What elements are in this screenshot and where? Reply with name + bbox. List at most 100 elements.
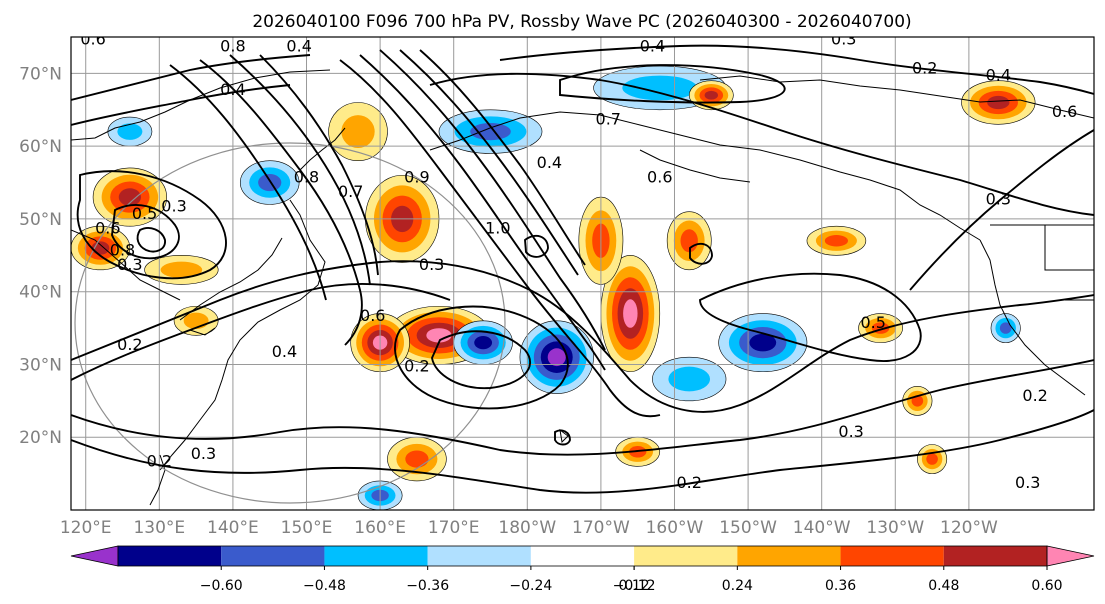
contour-label-1: 0.8 bbox=[220, 37, 245, 56]
contour-label-30: 0.2 bbox=[676, 473, 701, 492]
pv-contour-cutoff-low-inner bbox=[431, 330, 532, 390]
pv-contour-0.4-mid bbox=[71, 260, 1094, 413]
anomaly-2 bbox=[144, 255, 219, 285]
anomaly-20 bbox=[666, 211, 712, 271]
colorbar-extend-high bbox=[1046, 545, 1095, 567]
anomaly-28-level-1 bbox=[668, 366, 711, 392]
contour-label-31: 0.2 bbox=[147, 451, 172, 470]
pv-contour-ridge-mid bbox=[229, 54, 371, 286]
contour-label-4: 0.3 bbox=[161, 197, 186, 216]
contour-labels: 0.6 0.8 0.40.40.30.50.60.80.80.70.30.2 0.40… bbox=[80, 29, 1077, 492]
contour-label-33: 0.4 bbox=[537, 153, 562, 172]
longitude-labels: 120°E 130°E 140°E 150°E 160°E 170°E 180°W 170°W… bbox=[60, 518, 998, 538]
colorbar-label-1: −0.48 bbox=[303, 578, 346, 594]
contour-label-19: 0.4 bbox=[640, 37, 665, 56]
contour-label-11: 0.2 bbox=[117, 335, 142, 354]
coastline-japan bbox=[179, 237, 283, 336]
colorbar-segment-0 bbox=[118, 546, 222, 566]
contour-label-3: 0.4 bbox=[220, 80, 245, 99]
colorbar-label-6: 0.24 bbox=[722, 578, 753, 594]
pv-contour-0.9-trough bbox=[399, 49, 579, 276]
colorbar-segment-3 bbox=[427, 546, 531, 566]
pv-contour-0.3-south bbox=[71, 359, 1094, 456]
anomaly-25-level-2 bbox=[926, 453, 938, 465]
latitude-labels: 70°N 60°N 50°N 40°N 30°N 20°N bbox=[19, 64, 62, 448]
pv-contour-small-low bbox=[524, 234, 549, 258]
coastline-asia bbox=[71, 69, 346, 471]
coastlines bbox=[71, 69, 1094, 506]
contour-label-23: 0.4 bbox=[986, 66, 1011, 85]
anomaly-28 bbox=[652, 356, 727, 402]
lon-label-2: 140°E bbox=[207, 518, 259, 538]
colorbar-frame bbox=[117, 545, 1048, 567]
colorbar-extend-low bbox=[70, 545, 119, 567]
colorbar-segment-7 bbox=[840, 546, 944, 566]
pv-contour-0.2-south bbox=[71, 409, 1094, 494]
contour-label-25: 0.3 bbox=[986, 189, 1011, 208]
lat-label-3: 40°N bbox=[19, 283, 62, 303]
colorbar-segment-6 bbox=[737, 546, 841, 566]
pv-contour-west-low-core bbox=[136, 227, 166, 253]
contour-label-13: 0.6 bbox=[360, 306, 385, 325]
pv-contour-0.4-north bbox=[499, 44, 1094, 95]
contour-label-14: 0.2 bbox=[404, 357, 429, 376]
lon-label-6: 180°W bbox=[498, 518, 556, 538]
lon-label-4: 160°E bbox=[354, 518, 406, 538]
pv-contour-northwest bbox=[71, 54, 311, 101]
pv-contour-small-circle-2 bbox=[689, 242, 713, 265]
anomaly-0 bbox=[92, 167, 167, 227]
lon-label-8: 160°W bbox=[646, 518, 704, 538]
pv-contour-small-circle-1 bbox=[554, 429, 571, 446]
lat-label-4: 30°N bbox=[19, 355, 62, 375]
colorbar-label-5: 0.12 bbox=[619, 578, 650, 594]
contour-label-6: 0.6 bbox=[95, 218, 120, 237]
pv-contour-0.5-east bbox=[699, 272, 922, 362]
contour-label-12: 0.4 bbox=[272, 342, 297, 361]
colorbar-label-0: −0.60 bbox=[200, 578, 243, 594]
pv-contour-west-low-inner bbox=[111, 204, 180, 260]
contour-label-26: 0.5 bbox=[860, 313, 885, 332]
pv-contour-arctic-loop bbox=[559, 64, 786, 104]
pv-contour-ridge-outer bbox=[169, 64, 327, 301]
lat-label-1: 60°N bbox=[19, 137, 62, 157]
anomaly-21 bbox=[990, 313, 1021, 343]
pv-contours bbox=[71, 44, 1094, 494]
pv-contour-0.6-trough bbox=[339, 59, 661, 418]
lon-label-10: 140°W bbox=[793, 518, 851, 538]
map-projection-outline bbox=[74, 142, 506, 504]
lon-label-5: 170°E bbox=[428, 518, 480, 538]
contour-label-0: 0.6 bbox=[80, 29, 105, 48]
contour-label-8: 0.8 bbox=[294, 168, 319, 187]
anomaly-shading bbox=[71, 65, 1036, 510]
contour-label-16: 0.3 bbox=[419, 255, 444, 274]
contour-label-17: 1.0 bbox=[485, 218, 510, 237]
contour-label-28: 0.2 bbox=[1022, 386, 1047, 405]
lon-label-3: 150°E bbox=[281, 518, 333, 538]
pv-contour-ridge-west bbox=[199, 59, 363, 346]
lat-label-0: 70°N bbox=[19, 64, 62, 84]
lon-label-0: 120°E bbox=[60, 518, 112, 538]
colorbar-label-8: 0.48 bbox=[928, 578, 959, 594]
colorbar-label-4: −0.12 bbox=[613, 578, 656, 594]
contour-label-18: 0.7 bbox=[596, 109, 621, 128]
anomaly-4-level-2 bbox=[258, 173, 282, 192]
lon-label-9: 150°W bbox=[719, 518, 777, 538]
anomaly-11 bbox=[519, 320, 594, 394]
pv-contour-northwest-2 bbox=[71, 84, 291, 126]
contour-label-24: 0.6 bbox=[1052, 102, 1077, 121]
anomaly-5-level-1 bbox=[117, 123, 143, 140]
anomaly-14-level-3 bbox=[749, 333, 777, 352]
colorbar-segment-1 bbox=[221, 546, 325, 566]
anomaly-12 bbox=[600, 255, 661, 373]
colorbar bbox=[70, 545, 1095, 567]
contour-label-2: 0.4 bbox=[286, 37, 311, 56]
colorbar-label-2: −0.36 bbox=[406, 578, 449, 594]
lon-label-7: 170°W bbox=[572, 518, 630, 538]
coastline-north-america bbox=[979, 224, 1094, 396]
anomaly-21-level-2 bbox=[999, 322, 1012, 334]
anomaly-5 bbox=[107, 116, 153, 147]
contour-label-9: 0.7 bbox=[338, 182, 363, 201]
colorbar-segment-4 bbox=[530, 546, 635, 566]
anomaly-0-level-3 bbox=[118, 188, 142, 206]
colorbar-segment-8 bbox=[943, 546, 1047, 566]
